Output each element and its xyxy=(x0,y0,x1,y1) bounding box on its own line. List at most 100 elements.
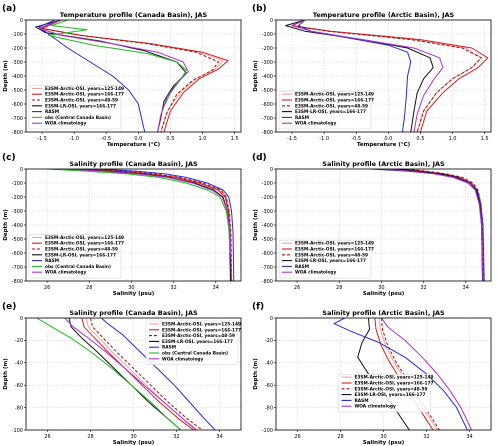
y-tick-label: -400 xyxy=(12,223,23,229)
legend-label: E3SM-Arctic-OSI, years=48-59 xyxy=(355,386,428,392)
y-tick-label: -200 xyxy=(12,195,23,201)
y-tick-label: 0 xyxy=(270,18,273,24)
y-tick-label: -700 xyxy=(262,116,273,122)
y-tick-label: -700 xyxy=(262,265,273,271)
y-tick-label: -500 xyxy=(262,237,273,243)
legend-label: WOA climatology xyxy=(295,270,336,276)
x-tick-label: -1.0 xyxy=(319,136,329,142)
y-tick-label: -40 xyxy=(15,361,23,367)
x-tick-label: 32 xyxy=(170,285,176,291)
series-line-1 xyxy=(291,20,489,132)
chart-title: Salinity profile (Canada Basin), JAS xyxy=(69,309,198,317)
legend-label: E3SM-Arctic-OSI, years=48-59 xyxy=(295,103,368,109)
series-line-5 xyxy=(47,20,187,105)
y-tick-label: -40 xyxy=(265,361,273,367)
legend-label: E3SM-Arctic-OSI, years=125-149 xyxy=(45,235,124,241)
series-line-6 xyxy=(38,20,189,132)
legend-label: E3SM-Arctic-OSI, years=48-59 xyxy=(295,252,368,258)
legend-label: E3SM-Arctic-OSI, years=166-177 xyxy=(45,241,124,247)
y-tick-label: -20 xyxy=(265,338,273,344)
legend-label: E3SM-LR-OSI, years=166-177 xyxy=(45,252,116,258)
legend-label: obs (Central Canada Basin) xyxy=(45,115,111,121)
y-tick-label: -80 xyxy=(15,405,23,411)
panels: -1.5 -1.0 -0.5 0.0 0.5 1.0 1.50-100-200-300-40… xyxy=(3,11,492,446)
series-line-6 xyxy=(63,169,233,281)
series-line-4 xyxy=(99,169,235,281)
x-tick-label: 0.5 xyxy=(166,136,174,142)
x-tick-label: 34 xyxy=(213,285,219,291)
axes-frame xyxy=(25,317,242,431)
legend-label: RASM xyxy=(45,258,59,264)
y-tick-label: -100 xyxy=(12,181,23,187)
x-tick-label: 34 xyxy=(466,434,472,440)
legend-box xyxy=(28,85,122,130)
legend-label: WOA climatology xyxy=(295,121,336,127)
y-tick-label: -60 xyxy=(15,383,23,389)
y-tick-label: -80 xyxy=(265,405,273,411)
legend: E3SM-Arctic-OSI, years=125-149 E3SM-Arcti… xyxy=(278,90,374,130)
chart-panel: -1.5 -1.0 -0.5 0.0 0.5 1.0 1.5 0 -100 -200 -300 -40… xyxy=(3,11,242,148)
y-axis-label: Depth (m) xyxy=(3,60,9,92)
y-tick-label: -600 xyxy=(12,251,23,257)
x-tick-label: 28 xyxy=(336,285,342,291)
x-axis-label: Salinity (psu) xyxy=(113,440,155,446)
legend-label: E3SM-Arctic-OSI, years=48-59 xyxy=(45,247,118,253)
legend-label: E3SM-LR-OSI, years=166-177 xyxy=(162,339,233,345)
series-line-4 xyxy=(297,20,412,132)
panel-letter-a: (a) xyxy=(2,4,16,14)
y-tick-label: -500 xyxy=(12,88,23,94)
y-tick-label: 0 xyxy=(270,316,273,322)
series-line-4 xyxy=(38,20,146,132)
y-tick-label: -800 xyxy=(262,130,273,136)
x-tick-label: 1.5 xyxy=(231,136,239,142)
x-tick-label: 32 xyxy=(420,285,426,291)
series-line-3 xyxy=(285,20,434,132)
x-tick-label: 28 xyxy=(87,434,93,440)
chart-title: Temperature profile (Arctic Basin), JAS xyxy=(313,11,455,19)
x-tick-label: 30 xyxy=(380,434,386,440)
panel-letter-e: (e) xyxy=(2,302,16,312)
y-tick-label: -400 xyxy=(262,74,273,80)
y-tick-label: -300 xyxy=(12,209,23,215)
legend-label: WOA climatology xyxy=(45,270,86,276)
x-axis-label: Salinity (psu) xyxy=(113,291,155,297)
chart-panel: 26 28 30 32 34 0 -100 -200 -300 -400 -500 -600 -700 -… xyxy=(3,160,242,297)
y-tick-label: -100 xyxy=(262,181,273,187)
x-tick-label: 34 xyxy=(463,285,469,291)
y-axis-label: Depth (m) xyxy=(253,358,259,390)
legend-box xyxy=(145,320,239,365)
legend-label: E3SM-LR-OSI, years=166-177 xyxy=(295,258,366,264)
legend-label: E3SM-Arctic-OSI, years=125-149 xyxy=(45,86,124,92)
legend-label: RASM xyxy=(355,398,369,404)
x-axis-label: Salinity (psu) xyxy=(363,291,405,297)
legend-label: E3SM-Arctic-OSI, years=48-59 xyxy=(162,333,235,339)
series-line-5 xyxy=(380,318,473,430)
y-tick-label: 0 xyxy=(20,18,23,24)
chart-panel: 26 28 30 32 34 0 -20 -40 -60 -80 -100 Salinity prof… xyxy=(3,309,242,446)
y-tick-label: -800 xyxy=(262,279,273,285)
y-tick-label: -20 xyxy=(15,338,23,344)
chart-title: Temperature profile (Canada Basin), JAS xyxy=(60,11,208,19)
y-tick-label: -100 xyxy=(12,428,23,434)
y-tick-label: -100 xyxy=(12,32,23,38)
series-line-6 xyxy=(64,318,197,430)
legend-box xyxy=(278,90,372,130)
legend-label: E3SM-Arctic-OSI, years=125-149 xyxy=(355,375,434,381)
y-tick-label: 0 xyxy=(20,167,23,173)
series-line-2 xyxy=(380,318,440,430)
x-tick-label: 28 xyxy=(337,434,343,440)
series-line-4 xyxy=(100,318,216,430)
y-tick-label: -60 xyxy=(265,383,273,389)
y-tick-label: -300 xyxy=(262,209,273,215)
x-tick-label: -1.5 xyxy=(287,136,297,142)
y-tick-label: 0 xyxy=(20,316,23,322)
series-line-2 xyxy=(89,169,233,281)
legend-label: E3SM-Arctic-OSI, years=125-149 xyxy=(295,92,374,98)
x-axis-label: Temperature (°C) xyxy=(107,142,161,148)
legend: E3SM-Arctic-OSI, years=125-149E3SM-Arcti… xyxy=(278,239,374,279)
series-line-5 xyxy=(291,20,444,132)
x-tick-label: 34 xyxy=(216,434,222,440)
series-line-1 xyxy=(80,169,232,281)
x-tick-label: 30 xyxy=(130,434,136,440)
legend: E3SM-Arctic-OSI, years=125-149E3SM-Arcti… xyxy=(28,85,124,130)
